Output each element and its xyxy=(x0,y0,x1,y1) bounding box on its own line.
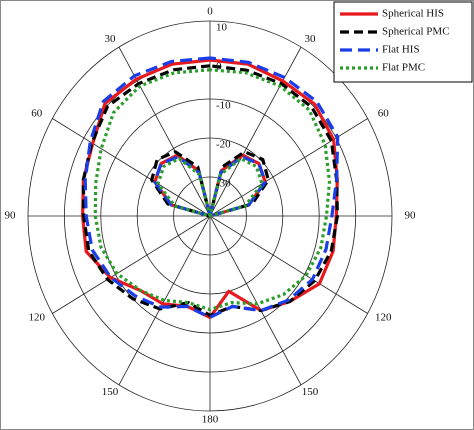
grid-spoke xyxy=(209,118,368,217)
inner-pattern-line xyxy=(156,157,264,218)
grid-spoke xyxy=(209,215,302,386)
pattern-line xyxy=(83,56,340,319)
grid-spoke xyxy=(209,46,302,217)
r-tick-label: 10 xyxy=(216,22,228,34)
theta-tick-label: 120 xyxy=(375,312,392,324)
theta-tick-label: 150 xyxy=(302,386,319,398)
grid-spoke xyxy=(209,215,368,314)
grid-spoke xyxy=(118,215,211,386)
legend-label: Spherical PMC xyxy=(382,26,450,38)
theta-tick-label: 90 xyxy=(405,210,417,222)
theta-tick-label: 30 xyxy=(105,33,117,45)
theta-tick-label: 0 xyxy=(207,6,213,18)
r-tick-label: -20 xyxy=(216,139,231,151)
theta-tick-label: 90 xyxy=(5,210,17,222)
theta-tick-label: 60 xyxy=(31,108,43,120)
theta-tick-label: 60 xyxy=(378,108,390,120)
pattern-line xyxy=(81,64,339,317)
theta-tick-label: 150 xyxy=(102,386,119,398)
grid-spoke xyxy=(52,118,211,217)
theta-tick-label: 180 xyxy=(202,414,219,426)
theta-tick-label: 30 xyxy=(305,33,317,45)
legend-label: Flat PMC xyxy=(382,62,425,74)
pattern-line xyxy=(81,58,339,319)
legend-label: Spherical HIS xyxy=(382,8,444,20)
pattern-line xyxy=(93,68,332,312)
r-tick-label: -10 xyxy=(216,100,231,112)
legend-label: Flat HIS xyxy=(382,44,420,56)
r-tick-label: -30 xyxy=(216,178,231,190)
grid-spoke xyxy=(52,215,211,314)
theta-tick-label: 120 xyxy=(29,312,46,324)
r-tick-label: 0 xyxy=(216,61,222,73)
